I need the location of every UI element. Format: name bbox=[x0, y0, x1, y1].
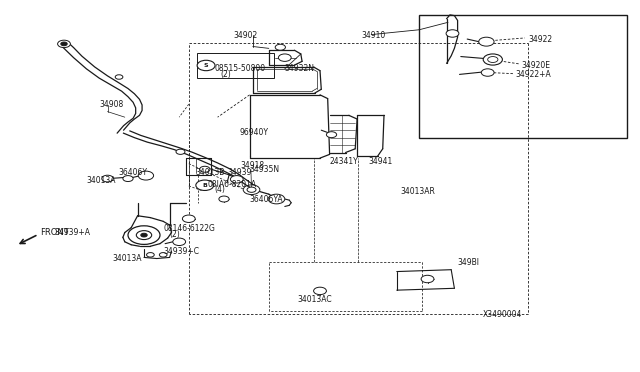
Circle shape bbox=[243, 185, 260, 195]
Text: 34013A: 34013A bbox=[86, 176, 116, 185]
Text: (2): (2) bbox=[170, 230, 180, 239]
Circle shape bbox=[182, 215, 195, 222]
Circle shape bbox=[141, 233, 147, 237]
Circle shape bbox=[247, 187, 256, 192]
Text: X3490004: X3490004 bbox=[483, 310, 523, 319]
Circle shape bbox=[314, 287, 326, 295]
Text: 08515-50800: 08515-50800 bbox=[214, 64, 266, 73]
Text: 34920E: 34920E bbox=[522, 61, 550, 70]
Text: 34935N: 34935N bbox=[250, 165, 280, 174]
Text: 34910: 34910 bbox=[362, 31, 386, 40]
Text: 96940Y: 96940Y bbox=[240, 128, 269, 137]
Circle shape bbox=[136, 231, 152, 240]
Circle shape bbox=[421, 275, 434, 283]
Text: 34013B: 34013B bbox=[195, 169, 225, 177]
Circle shape bbox=[326, 132, 337, 138]
Text: 349BI: 349BI bbox=[458, 258, 479, 267]
Text: 34908: 34908 bbox=[99, 100, 124, 109]
Circle shape bbox=[58, 40, 70, 48]
Circle shape bbox=[483, 54, 502, 65]
Text: 34013AC: 34013AC bbox=[298, 295, 332, 304]
Text: 24341Y: 24341Y bbox=[330, 157, 358, 166]
Bar bbox=[419, 15, 627, 138]
Circle shape bbox=[268, 194, 285, 204]
Text: 36406Y: 36406Y bbox=[118, 169, 147, 177]
Circle shape bbox=[446, 30, 459, 37]
Text: B: B bbox=[202, 183, 207, 188]
Circle shape bbox=[278, 54, 291, 61]
Text: 36406YA: 36406YA bbox=[250, 195, 284, 203]
Circle shape bbox=[488, 57, 498, 62]
Text: FRONT: FRONT bbox=[40, 228, 68, 237]
Text: 08146-6122G: 08146-6122G bbox=[163, 224, 215, 233]
Text: 34939+C: 34939+C bbox=[163, 247, 199, 256]
Circle shape bbox=[197, 60, 215, 71]
Circle shape bbox=[196, 180, 214, 190]
Circle shape bbox=[159, 253, 167, 257]
Circle shape bbox=[123, 176, 133, 182]
Text: 34922: 34922 bbox=[528, 35, 552, 44]
Text: 34902: 34902 bbox=[234, 31, 258, 40]
Text: 34932N: 34932N bbox=[285, 64, 315, 73]
Circle shape bbox=[230, 176, 243, 183]
Text: S: S bbox=[204, 63, 209, 68]
Circle shape bbox=[275, 44, 285, 50]
Text: 34939: 34939 bbox=[227, 169, 252, 177]
Circle shape bbox=[115, 75, 123, 79]
Circle shape bbox=[173, 238, 186, 246]
Circle shape bbox=[479, 37, 494, 46]
Circle shape bbox=[138, 171, 154, 180]
Text: (2): (2) bbox=[221, 70, 232, 79]
Text: 34939+A: 34939+A bbox=[54, 228, 90, 237]
Circle shape bbox=[219, 196, 229, 202]
Text: 34013AR: 34013AR bbox=[400, 187, 435, 196]
Text: 34013A: 34013A bbox=[112, 254, 141, 263]
Circle shape bbox=[176, 149, 185, 154]
Text: 08IA6-8201A: 08IA6-8201A bbox=[208, 180, 257, 189]
Text: 34918: 34918 bbox=[240, 161, 264, 170]
Circle shape bbox=[102, 175, 113, 182]
Bar bbox=[197, 53, 274, 78]
Text: 34941: 34941 bbox=[368, 157, 392, 166]
Circle shape bbox=[147, 253, 154, 257]
Circle shape bbox=[128, 226, 160, 244]
Text: (4): (4) bbox=[214, 185, 225, 194]
Circle shape bbox=[61, 42, 67, 46]
Text: 34922+A: 34922+A bbox=[515, 70, 551, 79]
Circle shape bbox=[481, 69, 494, 76]
Circle shape bbox=[200, 166, 210, 172]
